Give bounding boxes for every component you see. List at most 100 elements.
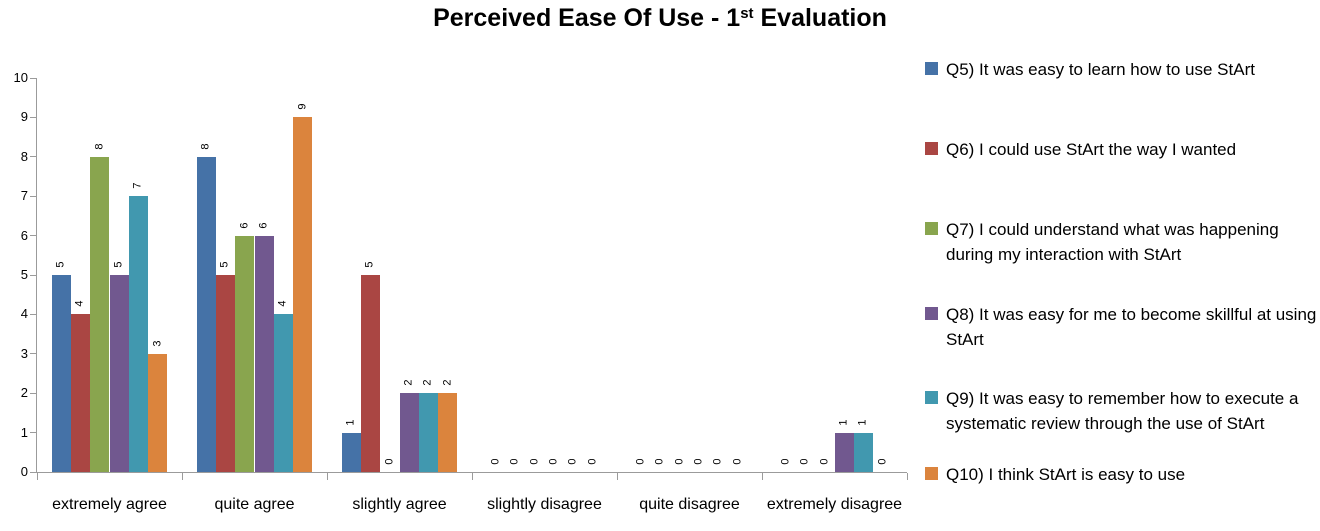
bar — [418, 393, 439, 472]
x-axis-category-label: quite agree — [214, 496, 295, 513]
x-axis-category-label: extremely agree — [52, 496, 167, 513]
bar-value-label: 7 — [126, 178, 151, 194]
x-axis-tick — [616, 473, 618, 480]
x-axis-category-label: extremely disagree — [766, 496, 903, 513]
bar-value-text: 3 — [151, 340, 164, 347]
bar-value-label: 5 — [358, 257, 383, 273]
bar-value-text: 5 — [54, 261, 67, 268]
legend-label: Q10) I think StArt is easy to use — [946, 465, 1186, 484]
x-axis-category-label: slightly agree — [352, 496, 447, 513]
bar-value-label: 1 — [851, 415, 876, 431]
bar-value-label: 9 — [290, 99, 315, 115]
y-axis-tick — [30, 156, 36, 158]
legend-label: Q5) It was easy to learn how to use StAr… — [946, 60, 1255, 79]
bar-value-text: 0 — [731, 458, 744, 465]
bar-value-text: 2 — [402, 379, 415, 386]
bar — [254, 236, 274, 472]
bar-value-text: 0 — [566, 458, 579, 465]
legend-item: Q6) I could use StArt the way I wanted — [925, 137, 1317, 162]
legend-item: Q9) It was easy to remember how to execu… — [925, 386, 1317, 436]
bar — [438, 393, 458, 472]
bar-value-text: 0 — [489, 458, 502, 465]
x-axis-tick — [36, 473, 38, 480]
bar-value-label: 2 — [435, 375, 460, 391]
bar — [215, 275, 236, 472]
bar-value-text: 1 — [344, 419, 357, 426]
bar-value-text: 2 — [441, 379, 454, 386]
y-axis-tick-label: 1 — [20, 424, 28, 440]
y-axis-tick — [30, 392, 36, 394]
plot-area: 0 1 2 3 4 5 6 7 8 9 10 extremely agree quite agree sl… — [14, 70, 908, 513]
y-axis-tick — [30, 471, 36, 473]
bar-value-label: 3 — [145, 336, 170, 352]
bar — [293, 117, 313, 472]
chart-title-text: Perceived Ease Of Use - 1 — [433, 4, 741, 32]
bar-value-text: 0 — [692, 458, 705, 465]
chart-title-suffix: Evaluation — [753, 4, 887, 32]
chart-title-superscript: st — [740, 5, 754, 22]
x-axis-category-label: quite disagree — [639, 496, 740, 513]
legend-swatch — [925, 62, 938, 75]
bar-value-label: 0 — [725, 454, 750, 470]
bar — [148, 354, 168, 472]
y-axis-tick — [30, 195, 36, 197]
bar-value-text: 7 — [131, 182, 144, 189]
y-axis-tick-label: 5 — [20, 267, 28, 282]
legend-swatch — [925, 467, 938, 480]
bar — [360, 275, 381, 472]
bar-value-text: 0 — [673, 458, 686, 465]
y-axis-tick — [30, 313, 36, 315]
bar — [90, 157, 110, 472]
bar-value-text: 0 — [876, 458, 889, 465]
legend-item: Q10) I think StArt is easy to use — [925, 462, 1317, 487]
bar-value-text: 0 — [509, 458, 522, 465]
y-axis-tick-label: 3 — [20, 345, 28, 361]
legend-swatch — [925, 222, 938, 235]
bar-value-text: 8 — [93, 143, 106, 150]
y-axis-tick-label: 10 — [13, 70, 28, 85]
bar-value-text: 0 — [528, 458, 541, 465]
bar-value-text: 4 — [74, 300, 87, 307]
legend-label: Q7) I could understand what was happenin… — [946, 220, 1279, 264]
bar-value-text: 5 — [364, 261, 377, 268]
bar — [399, 393, 419, 472]
bar-value-label: 8 — [87, 139, 112, 155]
bar-value-label: 5 — [49, 257, 74, 273]
bar — [51, 275, 71, 472]
bar-value-label: 0 — [580, 454, 605, 470]
bar-value-text: 1 — [856, 419, 869, 426]
x-axis-tick — [326, 473, 328, 480]
bar — [834, 433, 854, 472]
bar-value-text: 0 — [654, 458, 667, 465]
legend-label: Q6) I could use StArt the way I wanted — [946, 140, 1237, 159]
bar-value-text: 0 — [711, 458, 724, 465]
chart-title: Perceived Ease Of Use - 1st Evaluation — [0, 4, 1320, 33]
y-axis-tick-label: 4 — [20, 306, 28, 322]
y-axis-tick — [30, 353, 36, 355]
y-axis-tick-label: 2 — [20, 385, 28, 401]
x-axis-tick — [761, 473, 763, 480]
bar-value-text: 6 — [257, 222, 270, 229]
legend-swatch — [925, 307, 938, 320]
bar-value-text: 0 — [383, 458, 396, 465]
bar-value-text: 5 — [219, 261, 232, 268]
legend: Q5) It was easy to learn how to use StAr… — [925, 0, 1317, 531]
bar — [128, 196, 149, 472]
bar-value-text: 9 — [296, 103, 309, 110]
bar — [70, 314, 91, 472]
bar-value-text: 0 — [779, 458, 792, 465]
bar-value-text: 4 — [276, 300, 289, 307]
bar — [341, 433, 361, 472]
bar-value-text: 5 — [112, 261, 125, 268]
y-axis-tick-label: 0 — [20, 464, 28, 479]
x-axis-tick — [906, 473, 908, 480]
y-axis-tick-label: 6 — [20, 227, 28, 243]
bar-value-text: 6 — [238, 222, 251, 229]
legend-label: Q8) It was easy for me to become skillfu… — [946, 305, 1317, 349]
bar-value-label: 6 — [252, 218, 277, 234]
y-axis-tick — [30, 274, 36, 276]
legend-swatch — [925, 391, 938, 404]
bar — [853, 433, 874, 472]
x-axis-tick — [471, 473, 473, 480]
